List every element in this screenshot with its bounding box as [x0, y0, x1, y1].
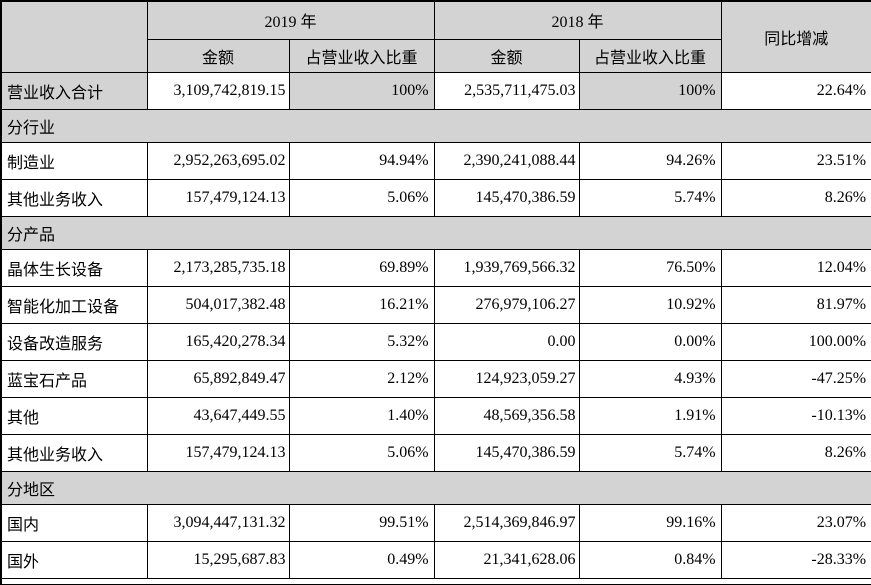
row-label: 国外	[0, 540, 148, 579]
table-row: 制造业 2,952,263,695.02 94.94% 2,390,241,08…	[0, 141, 871, 180]
cell-amount-2019: 2,173,285,735.18	[146, 248, 290, 287]
table-row: 蓝宝石产品 65,892,849.47 2.12% 124,923,059.27…	[0, 359, 871, 398]
header-proportion-2018: 占营业收入比重	[578, 38, 722, 73]
cell-amount-2019: 43,647,449.55	[146, 396, 290, 435]
cell-amount-2018: 1,939,769,566.32	[433, 248, 580, 287]
cell-proportion-2019: 5.06%	[288, 178, 435, 217]
partial-row-strip	[0, 577, 871, 585]
row-label: 制造业	[0, 141, 148, 180]
header-amount-2018: 金额	[433, 38, 580, 73]
cell-amount-2019: 157,479,124.13	[146, 433, 290, 472]
cell-amount-2018: 276,979,106.27	[433, 285, 580, 324]
cell-proportion-2019: 0.49%	[288, 540, 435, 579]
cell-yoy: -47.25%	[720, 359, 871, 398]
cell-proportion-2018: 1.91%	[578, 396, 722, 435]
cell-proportion-2018: 5.74%	[578, 433, 722, 472]
cell-amount-2018: 0.00	[433, 322, 580, 361]
cell-yoy: -28.33%	[720, 540, 871, 579]
cell-proportion-2018: 76.50%	[578, 248, 722, 287]
cell-proportion-2018: 0.84%	[578, 540, 722, 579]
cell-yoy: 22.64%	[720, 71, 871, 110]
cell-yoy: 81.97%	[720, 285, 871, 324]
section-row-by-industry: 分行业	[0, 108, 871, 143]
cell-amount-2019: 15,295,687.83	[146, 540, 290, 579]
header-row-years: 2019 年 2018 年 同比增减	[0, 0, 871, 73]
cell-proportion-2018: 5.74%	[578, 178, 722, 217]
cell-proportion-2019: 2.12%	[288, 359, 435, 398]
row-label: 国内	[0, 503, 148, 542]
cell-yoy: -10.13%	[720, 396, 871, 435]
header-year-2019: 2019 年	[146, 0, 435, 40]
cell-proportion-2018: 4.93%	[578, 359, 722, 398]
cell-amount-2019: 157,479,124.13	[146, 178, 290, 217]
header-blank-cell	[0, 0, 148, 73]
header-yoy-change: 同比增减	[720, 0, 871, 73]
header-row-measures: 金额 占营业收入比重 金额 占营业收入比重	[1, 38, 871, 73]
cell-proportion-2018: 100%	[578, 71, 722, 110]
cell-amount-2018: 145,470,386.59	[433, 433, 580, 472]
section-title: 分产品	[0, 215, 871, 250]
row-label: 其他业务收入	[0, 433, 148, 472]
table-row: 晶体生长设备 2,173,285,735.18 69.89% 1,939,769…	[0, 248, 871, 287]
cell-proportion-2019: 94.94%	[288, 141, 435, 180]
cell-amount-2019: 3,094,447,131.32	[146, 503, 290, 542]
table-row: 智能化加工设备 504,017,382.48 16.21% 276,979,10…	[0, 285, 871, 324]
cell-yoy: 23.07%	[720, 503, 871, 542]
table-row: 其他业务收入 157,479,124.13 5.06% 145,470,386.…	[0, 433, 871, 472]
section-title: 分地区	[0, 470, 871, 505]
table-row: 国内 3,094,447,131.32 99.51% 2,514,369,846…	[0, 503, 871, 542]
row-label: 智能化加工设备	[0, 285, 148, 324]
cell-proportion-2019: 99.51%	[288, 503, 435, 542]
cell-amount-2018: 2,535,711,475.03	[433, 71, 580, 110]
table-row: 设备改造服务 165,420,278.34 5.32% 0.00 0.00% 1…	[0, 322, 871, 361]
cell-amount-2018: 124,923,059.27	[433, 359, 580, 398]
cell-amount-2019: 65,892,849.47	[146, 359, 290, 398]
cell-yoy: 8.26%	[720, 178, 871, 217]
cell-amount-2019: 165,420,278.34	[146, 322, 290, 361]
cell-proportion-2019: 5.32%	[288, 322, 435, 361]
section-row-by-product: 分产品	[0, 215, 871, 250]
row-label: 其他业务收入	[0, 178, 148, 217]
cell-proportion-2018: 94.26%	[578, 141, 722, 180]
cell-amount-2019: 3,109,742,819.15	[146, 71, 290, 110]
table-row: 其他业务收入 157,479,124.13 5.06% 145,470,386.…	[0, 178, 871, 217]
cell-amount-2018: 2,514,369,846.97	[433, 503, 580, 542]
cell-proportion-2019: 69.89%	[288, 248, 435, 287]
partial-row-strip-cell	[0, 577, 871, 585]
table-row: 其他 43,647,449.55 1.40% 48,569,356.58 1.9…	[0, 396, 871, 435]
cell-amount-2018: 2,390,241,088.44	[433, 141, 580, 180]
cell-proportion-2019: 5.06%	[288, 433, 435, 472]
cell-yoy: 8.26%	[720, 433, 871, 472]
cell-yoy: 100.00%	[720, 322, 871, 361]
row-label: 晶体生长设备	[0, 248, 148, 287]
cell-yoy: 12.04%	[720, 248, 871, 287]
row-label: 蓝宝石产品	[0, 359, 148, 398]
cell-proportion-2018: 0.00%	[578, 322, 722, 361]
cell-yoy: 23.51%	[720, 141, 871, 180]
cell-proportion-2018: 99.16%	[578, 503, 722, 542]
cell-proportion-2018: 10.92%	[578, 285, 722, 324]
cell-proportion-2019: 16.21%	[288, 285, 435, 324]
header-proportion-2019: 占营业收入比重	[288, 38, 435, 73]
table-row: 国外 15,295,687.83 0.49% 21,341,628.06 0.8…	[0, 540, 871, 579]
cell-amount-2018: 21,341,628.06	[433, 540, 580, 579]
section-row-by-region: 分地区	[0, 470, 871, 505]
row-label: 其他	[0, 396, 148, 435]
cell-proportion-2019: 1.40%	[288, 396, 435, 435]
header-amount-2019: 金额	[146, 38, 290, 73]
cell-amount-2018: 145,470,386.59	[433, 178, 580, 217]
cell-amount-2019: 504,017,382.48	[146, 285, 290, 324]
cell-proportion-2019: 100%	[288, 71, 435, 110]
cell-amount-2018: 48,569,356.58	[433, 396, 580, 435]
section-title: 分行业	[0, 108, 871, 143]
header-year-2018: 2018 年	[433, 0, 722, 40]
table-row-total-revenue: 营业收入合计 3,109,742,819.15 100% 2,535,711,4…	[0, 71, 871, 110]
row-label: 设备改造服务	[0, 322, 148, 361]
cell-amount-2019: 2,952,263,695.02	[146, 141, 290, 180]
row-label: 营业收入合计	[0, 71, 148, 110]
